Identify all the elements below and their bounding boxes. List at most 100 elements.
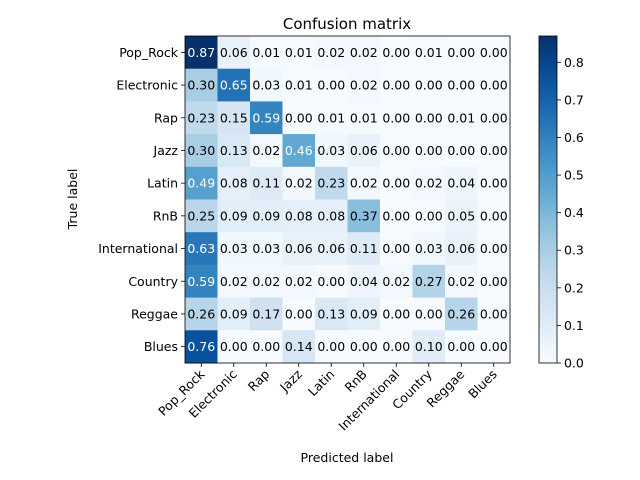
cell-value-label: 0.00 <box>447 339 475 354</box>
cell-value-label: 0.05 <box>447 208 475 223</box>
heatmap-cell <box>185 264 218 299</box>
heatmap-cell <box>347 264 381 299</box>
cell-value-label: 0.02 <box>252 274 280 289</box>
cell-value-label: 0.11 <box>252 176 280 191</box>
heatmap-cell <box>250 36 283 70</box>
colorbar-tick-label: 0.5 <box>564 168 584 183</box>
cell-value-label: 0.06 <box>317 241 345 256</box>
cell-value-label: 0.26 <box>187 306 215 321</box>
cell-value-label: 0.00 <box>480 78 508 93</box>
heatmap-cell <box>250 166 283 200</box>
cell-value-label: 0.00 <box>350 339 378 354</box>
heatmap-cell <box>412 264 446 299</box>
cell-value-label: 0.25 <box>187 208 215 223</box>
heatmap-cell <box>412 232 446 266</box>
cell-value-label: 0.00 <box>480 306 508 321</box>
cell-value-label: 0.02 <box>350 45 378 60</box>
heatmap-cell <box>282 330 316 364</box>
heatmap-cell <box>282 232 316 266</box>
cell-value-label: 0.02 <box>415 176 443 191</box>
heatmap-cell <box>217 264 251 299</box>
heatmap-cell <box>315 68 348 102</box>
heatmap-cell-labels: 0.87 0.06 0.01 0.01 0.02 0.02 0.00 0.01 0.00 0.00… <box>187 45 507 354</box>
cell-value-label: 0.08 <box>317 208 345 223</box>
heatmap-cell <box>185 330 218 364</box>
heatmap-cell <box>282 134 316 168</box>
cell-value-label: 0.01 <box>447 110 475 125</box>
heatmap-cell <box>250 199 283 233</box>
colorbar-tick-label: 0.3 <box>564 243 584 258</box>
cell-value-label: 0.17 <box>252 306 280 321</box>
cell-value-label: 0.04 <box>447 176 475 191</box>
heatmap-cell <box>380 134 413 168</box>
y-tick-label: Pop_Rock <box>119 45 179 60</box>
y-tick-label: Jazz <box>153 143 179 158</box>
x-tick-label: Latin <box>305 367 337 399</box>
cell-value-label: 0.00 <box>382 45 410 60</box>
cell-value-label: 0.46 <box>285 143 313 158</box>
cell-value-label: 0.00 <box>480 274 508 289</box>
cell-value-label: 0.13 <box>220 143 248 158</box>
cell-value-label: 0.00 <box>480 176 508 191</box>
cell-value-label: 0.15 <box>220 110 248 125</box>
heatmap-cell <box>412 68 446 102</box>
colorbar-tick-label: 0.6 <box>564 130 584 145</box>
cell-value-label: 0.09 <box>220 306 248 321</box>
heatmap-cell <box>477 264 511 299</box>
heatmap-cell <box>217 134 251 168</box>
heatmap-cell <box>185 297 218 331</box>
y-axis-ticks: Pop_Rock Electronic Rap Jazz Latin RnB Interna… <box>98 45 185 354</box>
heatmap-cell <box>380 199 413 233</box>
heatmap-cell <box>412 36 446 70</box>
x-tick-label: Jazz <box>276 366 305 395</box>
cell-value-label: 0.09 <box>252 208 280 223</box>
heatmap-cell <box>282 199 316 233</box>
heatmap-cell <box>445 297 478 331</box>
cell-value-label: 0.00 <box>415 143 443 158</box>
heatmap-cell <box>477 199 511 233</box>
heatmap-cell <box>217 232 251 266</box>
heatmap-cell <box>412 330 446 364</box>
colorbar-tick-label: 0.8 <box>564 55 584 70</box>
cell-value-label: 0.10 <box>415 339 443 354</box>
cell-value-label: 0.00 <box>480 110 508 125</box>
x-axis-label: Predicted label <box>301 450 394 465</box>
heatmap-cell <box>412 166 446 200</box>
heatmap-cell <box>282 166 316 200</box>
heatmap-cell <box>347 297 381 331</box>
heatmap-cell <box>380 264 413 299</box>
y-tick-label: Electronic <box>116 78 178 93</box>
heatmap-cell <box>282 297 316 331</box>
cell-value-label: 0.02 <box>382 274 410 289</box>
cell-value-label: 0.76 <box>187 339 215 354</box>
heatmap-cell <box>185 101 218 135</box>
cell-value-label: 0.00 <box>382 176 410 191</box>
heatmap-cell <box>380 36 413 70</box>
heatmap-cell <box>445 134 478 168</box>
y-axis-label: True label <box>65 169 80 231</box>
cell-value-label: 0.00 <box>415 110 443 125</box>
heatmap-cell <box>217 297 251 331</box>
cell-value-label: 0.27 <box>415 274 443 289</box>
heatmap-cell <box>445 68 478 102</box>
heatmap-cell <box>445 101 478 135</box>
heatmap-cell <box>380 166 413 200</box>
cell-value-label: 0.06 <box>447 241 475 256</box>
cell-value-label: 0.00 <box>382 208 410 223</box>
heatmap-cell <box>347 36 381 70</box>
chart-title: Confusion matrix <box>283 15 411 33</box>
colorbar-ticks: 0.0 0.1 0.2 0.3 0.4 0.5 0.6 0.7 0.8 <box>557 55 584 371</box>
cell-value-label: 0.02 <box>447 274 475 289</box>
heatmap-cell <box>477 297 511 331</box>
heatmap-cell <box>315 134 348 168</box>
cell-value-label: 0.13 <box>317 306 345 321</box>
cell-value-label: 0.00 <box>447 143 475 158</box>
heatmap-cell <box>250 134 283 168</box>
cell-value-label: 0.63 <box>187 241 215 256</box>
cell-value-label: 0.02 <box>317 45 345 60</box>
heatmap-cell <box>445 166 478 200</box>
heatmap-cell <box>380 232 413 266</box>
cell-value-label: 0.00 <box>382 143 410 158</box>
colorbar <box>538 35 558 364</box>
